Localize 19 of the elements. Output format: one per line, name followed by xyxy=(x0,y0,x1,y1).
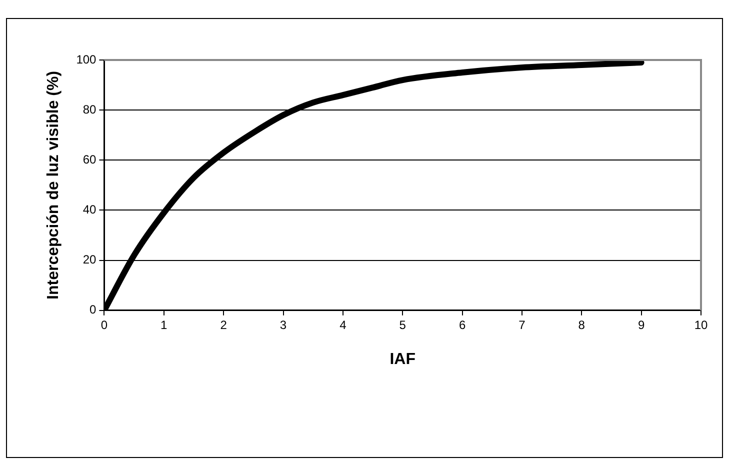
x-tick-label: 4 xyxy=(340,318,347,332)
y-tick-label: 80 xyxy=(82,102,97,116)
x-tick-label: 8 xyxy=(578,318,586,332)
x-tick-label: 5 xyxy=(399,318,406,332)
x-tick-label: 7 xyxy=(518,318,526,332)
x-tick-label: 0 xyxy=(100,318,108,332)
y-tick-label: 60 xyxy=(82,152,97,166)
y-axis-title: Intercepción de luz visible (%) xyxy=(45,70,62,300)
x-axis-title: IAF xyxy=(390,350,416,368)
x-tick-label: 3 xyxy=(280,318,287,332)
x-tick-label: 9 xyxy=(638,318,645,332)
y-tick-label: 0 xyxy=(90,302,97,317)
y-tick-label: 100 xyxy=(76,52,97,66)
y-tick-label: 20 xyxy=(82,252,97,267)
x-tick-label: 2 xyxy=(220,318,228,332)
x-tick-label: 6 xyxy=(458,318,466,332)
y-tick-label: 40 xyxy=(82,202,97,217)
x-tick-label: 10 xyxy=(694,318,708,332)
x-tick-label: 1 xyxy=(160,318,168,332)
